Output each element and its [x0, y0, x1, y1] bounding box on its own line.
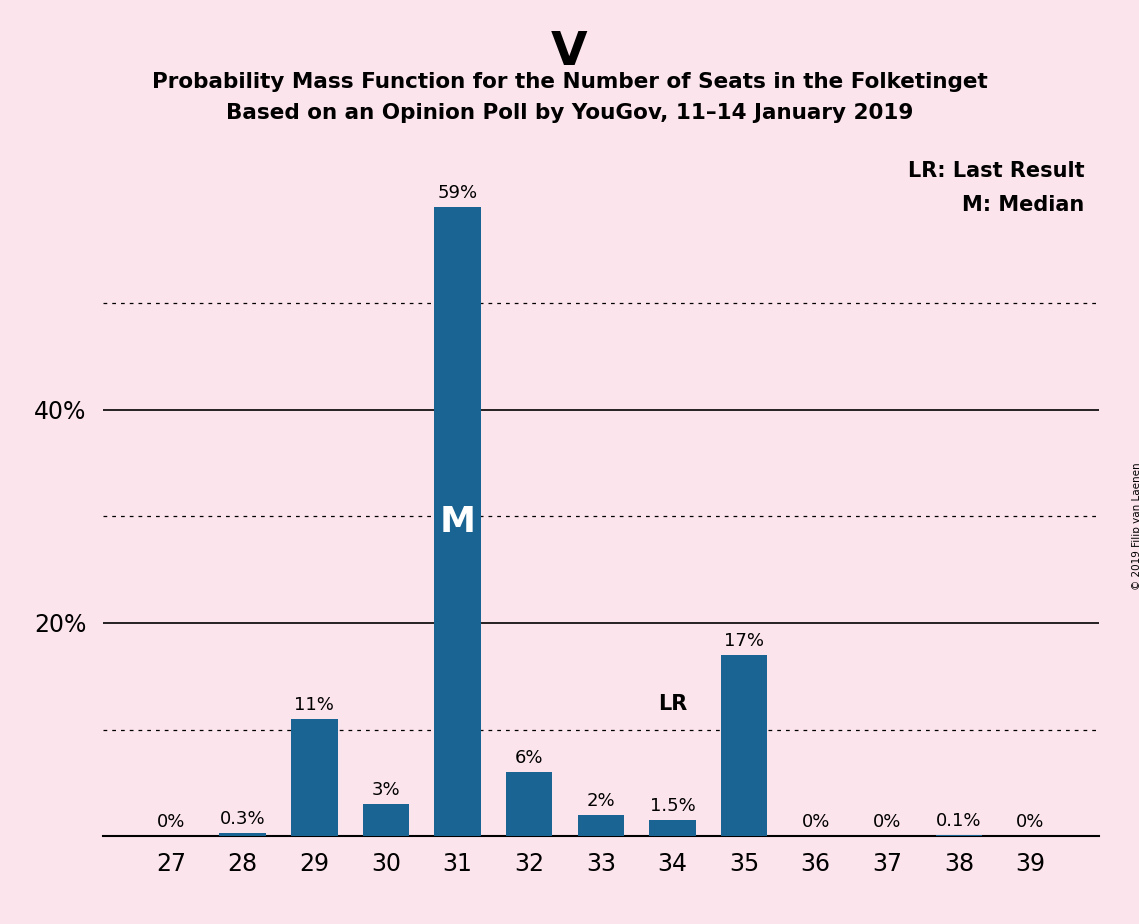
Text: 0%: 0% — [874, 813, 901, 831]
Bar — [434, 207, 481, 836]
Bar — [506, 772, 552, 836]
Text: V: V — [551, 30, 588, 75]
Bar — [220, 833, 267, 836]
Text: 59%: 59% — [437, 184, 477, 201]
Text: 0.1%: 0.1% — [936, 812, 982, 830]
Text: 1.5%: 1.5% — [649, 796, 695, 815]
Text: 11%: 11% — [294, 696, 334, 713]
Text: LR: LR — [658, 694, 687, 713]
Bar — [721, 655, 768, 836]
Text: 0%: 0% — [802, 813, 830, 831]
Bar — [577, 815, 624, 836]
Text: 3%: 3% — [371, 781, 400, 799]
Bar — [935, 835, 982, 836]
Bar — [292, 719, 337, 836]
Text: 6%: 6% — [515, 749, 543, 767]
Text: 17%: 17% — [724, 632, 764, 650]
Text: 0%: 0% — [157, 813, 186, 831]
Text: Based on an Opinion Poll by YouGov, 11–14 January 2019: Based on an Opinion Poll by YouGov, 11–1… — [226, 103, 913, 124]
Text: LR: Last Result: LR: Last Result — [908, 161, 1084, 180]
Text: 2%: 2% — [587, 792, 615, 809]
Bar — [649, 821, 696, 836]
Text: © 2019 Filip van Laenen: © 2019 Filip van Laenen — [1132, 462, 1139, 590]
Text: Probability Mass Function for the Number of Seats in the Folketinget: Probability Mass Function for the Number… — [151, 72, 988, 92]
Text: M: M — [440, 505, 476, 539]
Text: 0%: 0% — [1016, 813, 1044, 831]
Bar — [362, 804, 409, 836]
Text: 0.3%: 0.3% — [220, 809, 265, 828]
Text: M: Median: M: Median — [962, 195, 1084, 215]
